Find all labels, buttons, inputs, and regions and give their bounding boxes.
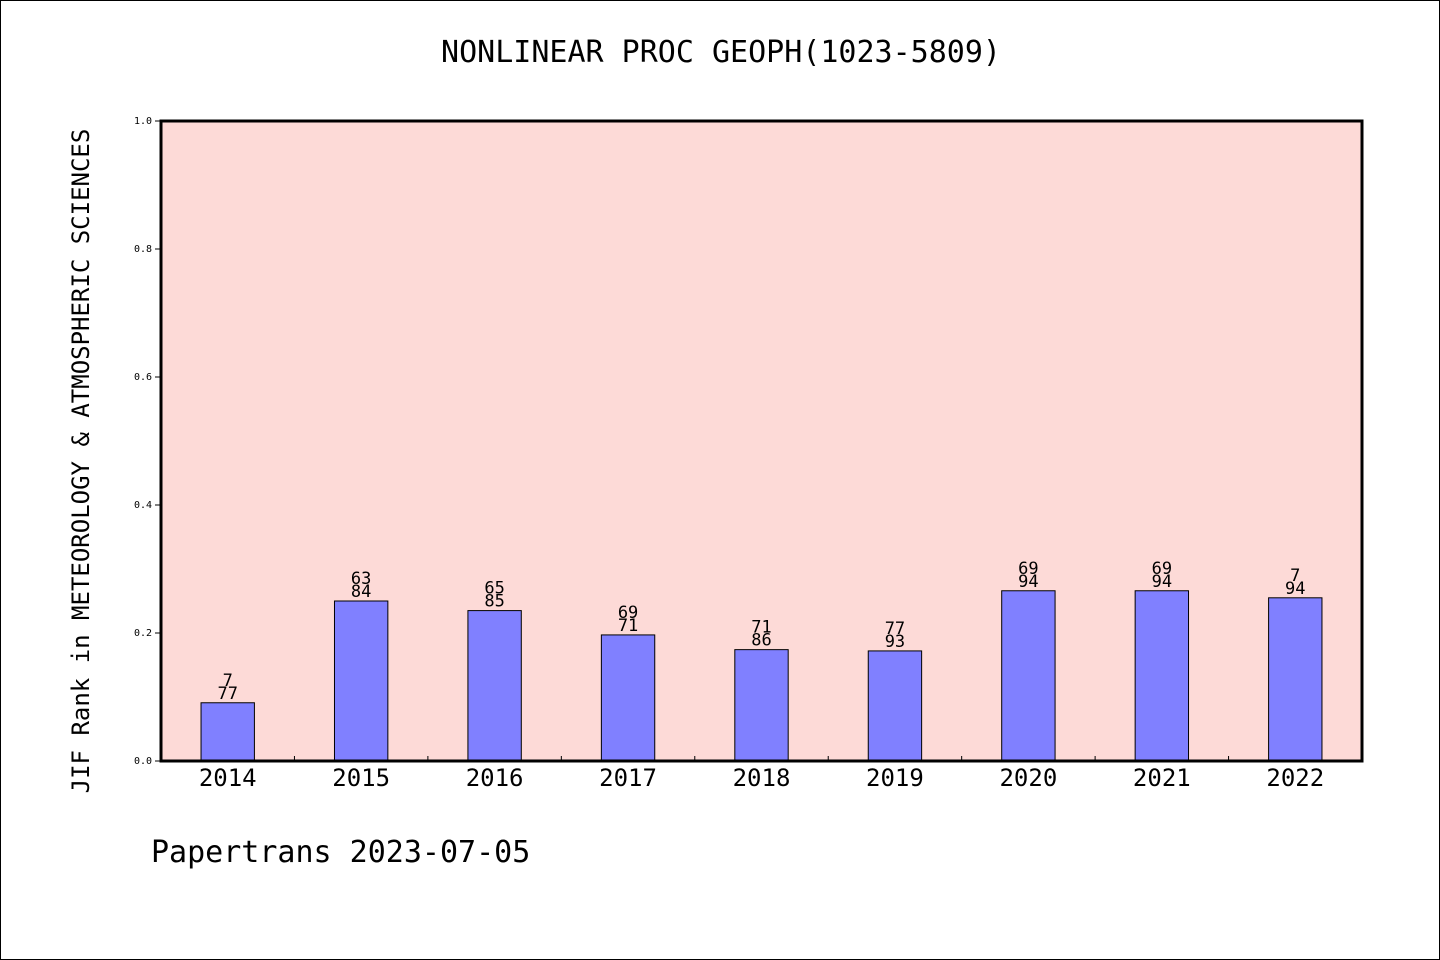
bar-rank-label: 71: [751, 618, 771, 638]
x-axis: 2014 2015 2016 2017 2018 2019 2020 2021 2022: [160, 756, 1363, 792]
x-tick-label: 2020: [999, 764, 1057, 792]
y-tick-label: 0.2: [134, 628, 152, 639]
x-tick-label: 2015: [332, 764, 390, 792]
y-tick-label: 0.4: [134, 500, 152, 511]
footer-text: Papertrans 2023-07-05: [151, 835, 531, 870]
bar-2018: [734, 649, 789, 762]
x-tick-label: 2014: [199, 764, 257, 792]
x-tick-label: 2021: [1133, 764, 1191, 792]
bar-2021: [1134, 590, 1190, 762]
bar-rank-label: 7: [223, 671, 233, 691]
bar-2019: [867, 650, 923, 762]
y-axis: 0.0 0.2 0.4 0.6 0.8 1.0: [134, 116, 161, 767]
bar-total-label: 84: [351, 582, 371, 602]
y-tick-label: 0.0: [134, 756, 152, 767]
bar-total-label: 93: [885, 632, 905, 652]
plot-area-frame: [159, 119, 1364, 763]
bar-total-label: 94: [1152, 572, 1172, 592]
y-tick-label: 0.6: [134, 372, 152, 383]
x-tick-label: 2016: [466, 764, 524, 792]
bar-total-label: 94: [1018, 572, 1038, 592]
bar-rank-label: 69: [1018, 559, 1038, 579]
bar-rank-label: 7: [1290, 566, 1300, 586]
bar-rank-label: 77: [885, 619, 905, 639]
bar-2020: [1001, 590, 1056, 762]
x-tick-label: 2017: [599, 764, 657, 792]
bar-2016: [467, 610, 522, 762]
bar-rank-label: 63: [351, 569, 371, 589]
bar-rank-label: 69: [1152, 559, 1172, 579]
chart-title: NONLINEAR PROC GEOPH(1023-5809): [441, 35, 1001, 70]
y-tick-label: 0.8: [134, 244, 152, 255]
x-tick-label: 2018: [733, 764, 791, 792]
bar-rank-label: 69: [618, 603, 638, 623]
bar-rank-label: 65: [484, 579, 504, 599]
bar-2014: [200, 702, 255, 762]
bar-2022: [1268, 597, 1323, 762]
bar-2017: [600, 634, 656, 762]
bar-total-label: 77: [217, 684, 237, 704]
x-tick-label: 2022: [1266, 764, 1324, 792]
bar-total-label: 94: [1285, 579, 1305, 599]
bar-total-label: 71: [618, 616, 638, 636]
bar-2015: [333, 600, 389, 762]
y-tick-label: 1.0: [134, 116, 152, 127]
x-tick-label: 2019: [866, 764, 924, 792]
bar-total-label: 85: [484, 592, 504, 612]
bar-total-label: 86: [751, 631, 771, 651]
